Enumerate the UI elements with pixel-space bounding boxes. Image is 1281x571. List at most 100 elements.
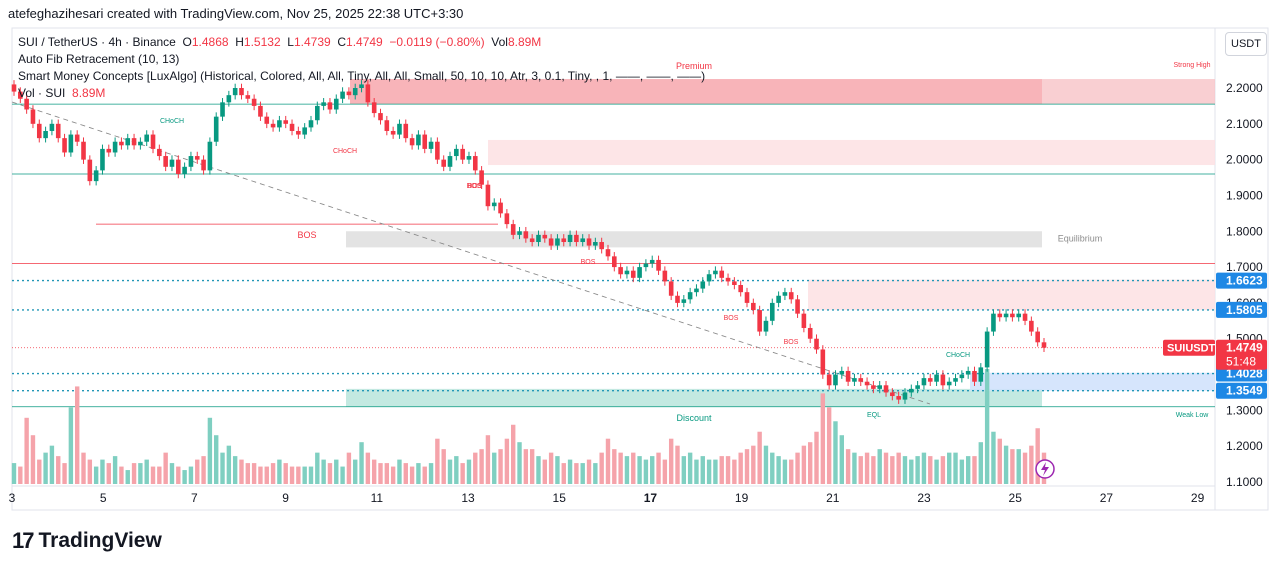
candle-body xyxy=(384,120,390,131)
volume-bar xyxy=(416,463,421,484)
y-tick-label: 1.3000 xyxy=(1226,403,1263,417)
volume-bar xyxy=(258,466,263,484)
volume-bar xyxy=(315,452,320,484)
volume-bar xyxy=(618,452,623,484)
volume-bar xyxy=(131,463,137,484)
candle-body xyxy=(163,156,168,167)
candle-body xyxy=(510,224,516,235)
symbol-legend[interactable]: SUI / TetherUS · 4h · Binance O1.4868 H1… xyxy=(18,35,541,49)
volume-bar xyxy=(245,463,251,484)
volume-bar xyxy=(574,463,579,484)
volume-bar xyxy=(751,445,756,484)
volume-bar xyxy=(536,456,541,484)
candle-body xyxy=(795,299,800,314)
zone-4 xyxy=(346,388,1042,407)
candle-body xyxy=(769,302,775,321)
y-tick-label: 2.2000 xyxy=(1226,81,1263,95)
volume-bar xyxy=(757,431,762,484)
y-tick-label: 1.2000 xyxy=(1226,439,1263,453)
candle-body xyxy=(498,202,503,214)
candle-body xyxy=(49,123,55,131)
zone-3 xyxy=(808,279,1215,311)
candle-body xyxy=(820,349,826,375)
candle-body xyxy=(359,84,364,88)
candle-body xyxy=(801,313,807,328)
structure-label: BOS xyxy=(581,259,596,266)
volume-bar xyxy=(776,456,781,484)
candle-body xyxy=(548,238,554,246)
candle-body xyxy=(656,259,661,271)
volume-bar xyxy=(631,452,636,484)
volume-bar xyxy=(738,452,743,484)
x-tick-label: 27 xyxy=(1100,491,1114,505)
candle-body xyxy=(435,141,440,160)
volume-bar xyxy=(567,459,573,484)
volume-bar xyxy=(504,438,510,484)
volume-indicator-legend[interactable]: Vol · SUI 8.89M xyxy=(18,86,105,100)
volume-bar xyxy=(30,435,36,484)
open-label: O xyxy=(182,35,192,49)
candle-body xyxy=(131,138,137,146)
volume-bar xyxy=(883,452,889,484)
candle-body xyxy=(725,277,731,282)
candle-body xyxy=(687,292,693,300)
volume-bar xyxy=(409,466,415,484)
candle-body xyxy=(561,238,567,243)
volume-bar xyxy=(232,456,238,484)
volume-bar xyxy=(485,435,491,484)
price-tag-bg xyxy=(1216,382,1267,399)
candle-body xyxy=(529,238,535,243)
candle-body xyxy=(472,156,478,171)
volume-bar xyxy=(599,452,604,484)
candle-body xyxy=(890,392,895,397)
volume-bar xyxy=(321,459,326,484)
candle-body xyxy=(112,141,118,153)
volume-bar xyxy=(1003,445,1009,484)
candle-body xyxy=(11,84,17,92)
volume-bar xyxy=(327,463,333,484)
candle-body xyxy=(1035,331,1040,343)
candle-body xyxy=(62,138,67,153)
volume-bar xyxy=(188,466,194,484)
price-tag-label: 1.3549 xyxy=(1226,384,1263,398)
price-chart[interactable]: Premium Equilibrium Discount 2.2000 2.1000 2.… xyxy=(0,0,1281,520)
candle-body xyxy=(157,148,162,157)
volume-bar xyxy=(845,449,851,484)
candle-body xyxy=(1016,313,1022,318)
volume-bar xyxy=(909,459,914,484)
volume-bar xyxy=(675,445,680,484)
volume-bar xyxy=(479,449,484,484)
candle-body xyxy=(1022,313,1028,321)
candle-body xyxy=(694,288,699,293)
volume-bar xyxy=(934,459,939,484)
candle-body xyxy=(441,159,446,167)
volume-bar xyxy=(454,456,459,484)
current-price-label: 1.4749 xyxy=(1226,341,1263,355)
zone-1 xyxy=(488,139,1215,166)
volume-bar xyxy=(37,459,42,484)
candle-body xyxy=(491,202,497,207)
candle-body xyxy=(296,130,301,135)
candle-body xyxy=(270,123,276,128)
candle-body xyxy=(852,378,857,382)
x-tick-label: 7 xyxy=(191,491,198,505)
volume-bar xyxy=(359,442,364,484)
volume-bar xyxy=(744,449,750,484)
fib-indicator-legend[interactable]: Auto Fib Retracement (10, 13) xyxy=(18,52,180,66)
volume-bar xyxy=(43,452,48,484)
volume-bar xyxy=(62,463,67,484)
volume-bar xyxy=(820,393,826,484)
volume-bar xyxy=(119,466,124,484)
currency-button[interactable]: USDT xyxy=(1225,32,1267,56)
symbol-name[interactable]: SUI / TetherUS · 4h · Binance xyxy=(18,35,176,49)
smc-indicator-legend[interactable]: Smart Money Concepts [LuxAlgo] (Historic… xyxy=(18,69,706,83)
volume-bar xyxy=(466,459,472,484)
candle-body xyxy=(333,98,339,110)
volume-bar xyxy=(74,386,80,484)
volume-bar xyxy=(283,463,288,484)
volume-bar xyxy=(106,463,111,484)
volume-bar xyxy=(163,452,168,484)
candle-body xyxy=(1003,313,1009,318)
x-tick-label: 29 xyxy=(1191,491,1205,505)
x-tick-label: 13 xyxy=(461,491,475,505)
